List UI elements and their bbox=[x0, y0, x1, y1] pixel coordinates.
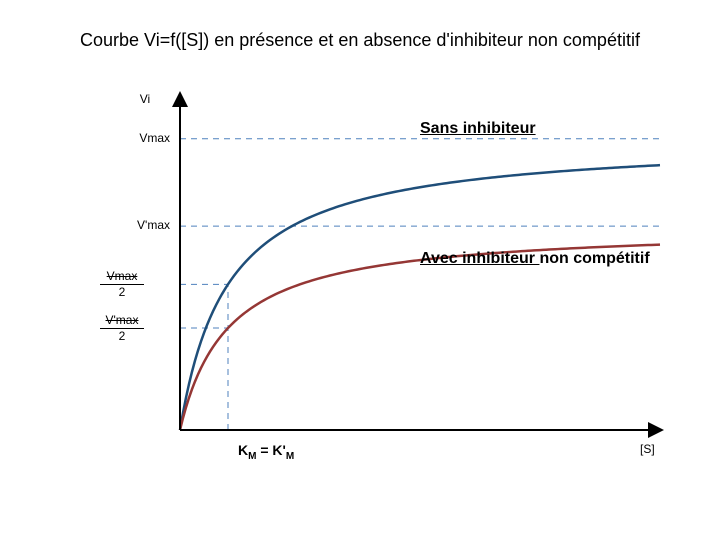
series-label-sans-inhibiteur: Sans inhibiteur bbox=[420, 120, 536, 138]
plot-svg bbox=[150, 90, 670, 450]
ytick-vpmax-half-den: 2 bbox=[119, 329, 126, 343]
curve-sans-inhibiteur bbox=[180, 165, 660, 430]
chart-area: Vi Vmax V'max Vmax 2 V'max 2 Sans i bbox=[150, 90, 670, 450]
curves bbox=[180, 165, 660, 430]
ytick-vmax-half: Vmax 2 bbox=[100, 270, 144, 298]
ytick-vmax-half-den: 2 bbox=[119, 285, 126, 299]
ytick-vpmax-half-num: V'max bbox=[106, 313, 139, 327]
x-axis-label: [S] bbox=[640, 442, 655, 456]
curve-avec-inhibiteur bbox=[180, 245, 660, 430]
guide-lines bbox=[180, 139, 660, 430]
chart-title: Courbe Vi=f([S]) en présence et en absen… bbox=[0, 30, 720, 51]
series-label-avec-inhibiteur: Avec inhibiteur non compétitif bbox=[420, 250, 650, 268]
ytick-vpmax-half: V'max 2 bbox=[100, 314, 144, 342]
page: Courbe Vi=f([S]) en présence et en absen… bbox=[0, 0, 720, 540]
ytick-vmax-half-num: Vmax bbox=[107, 269, 138, 283]
x-axis-km-label: KM = K'M bbox=[238, 442, 294, 462]
